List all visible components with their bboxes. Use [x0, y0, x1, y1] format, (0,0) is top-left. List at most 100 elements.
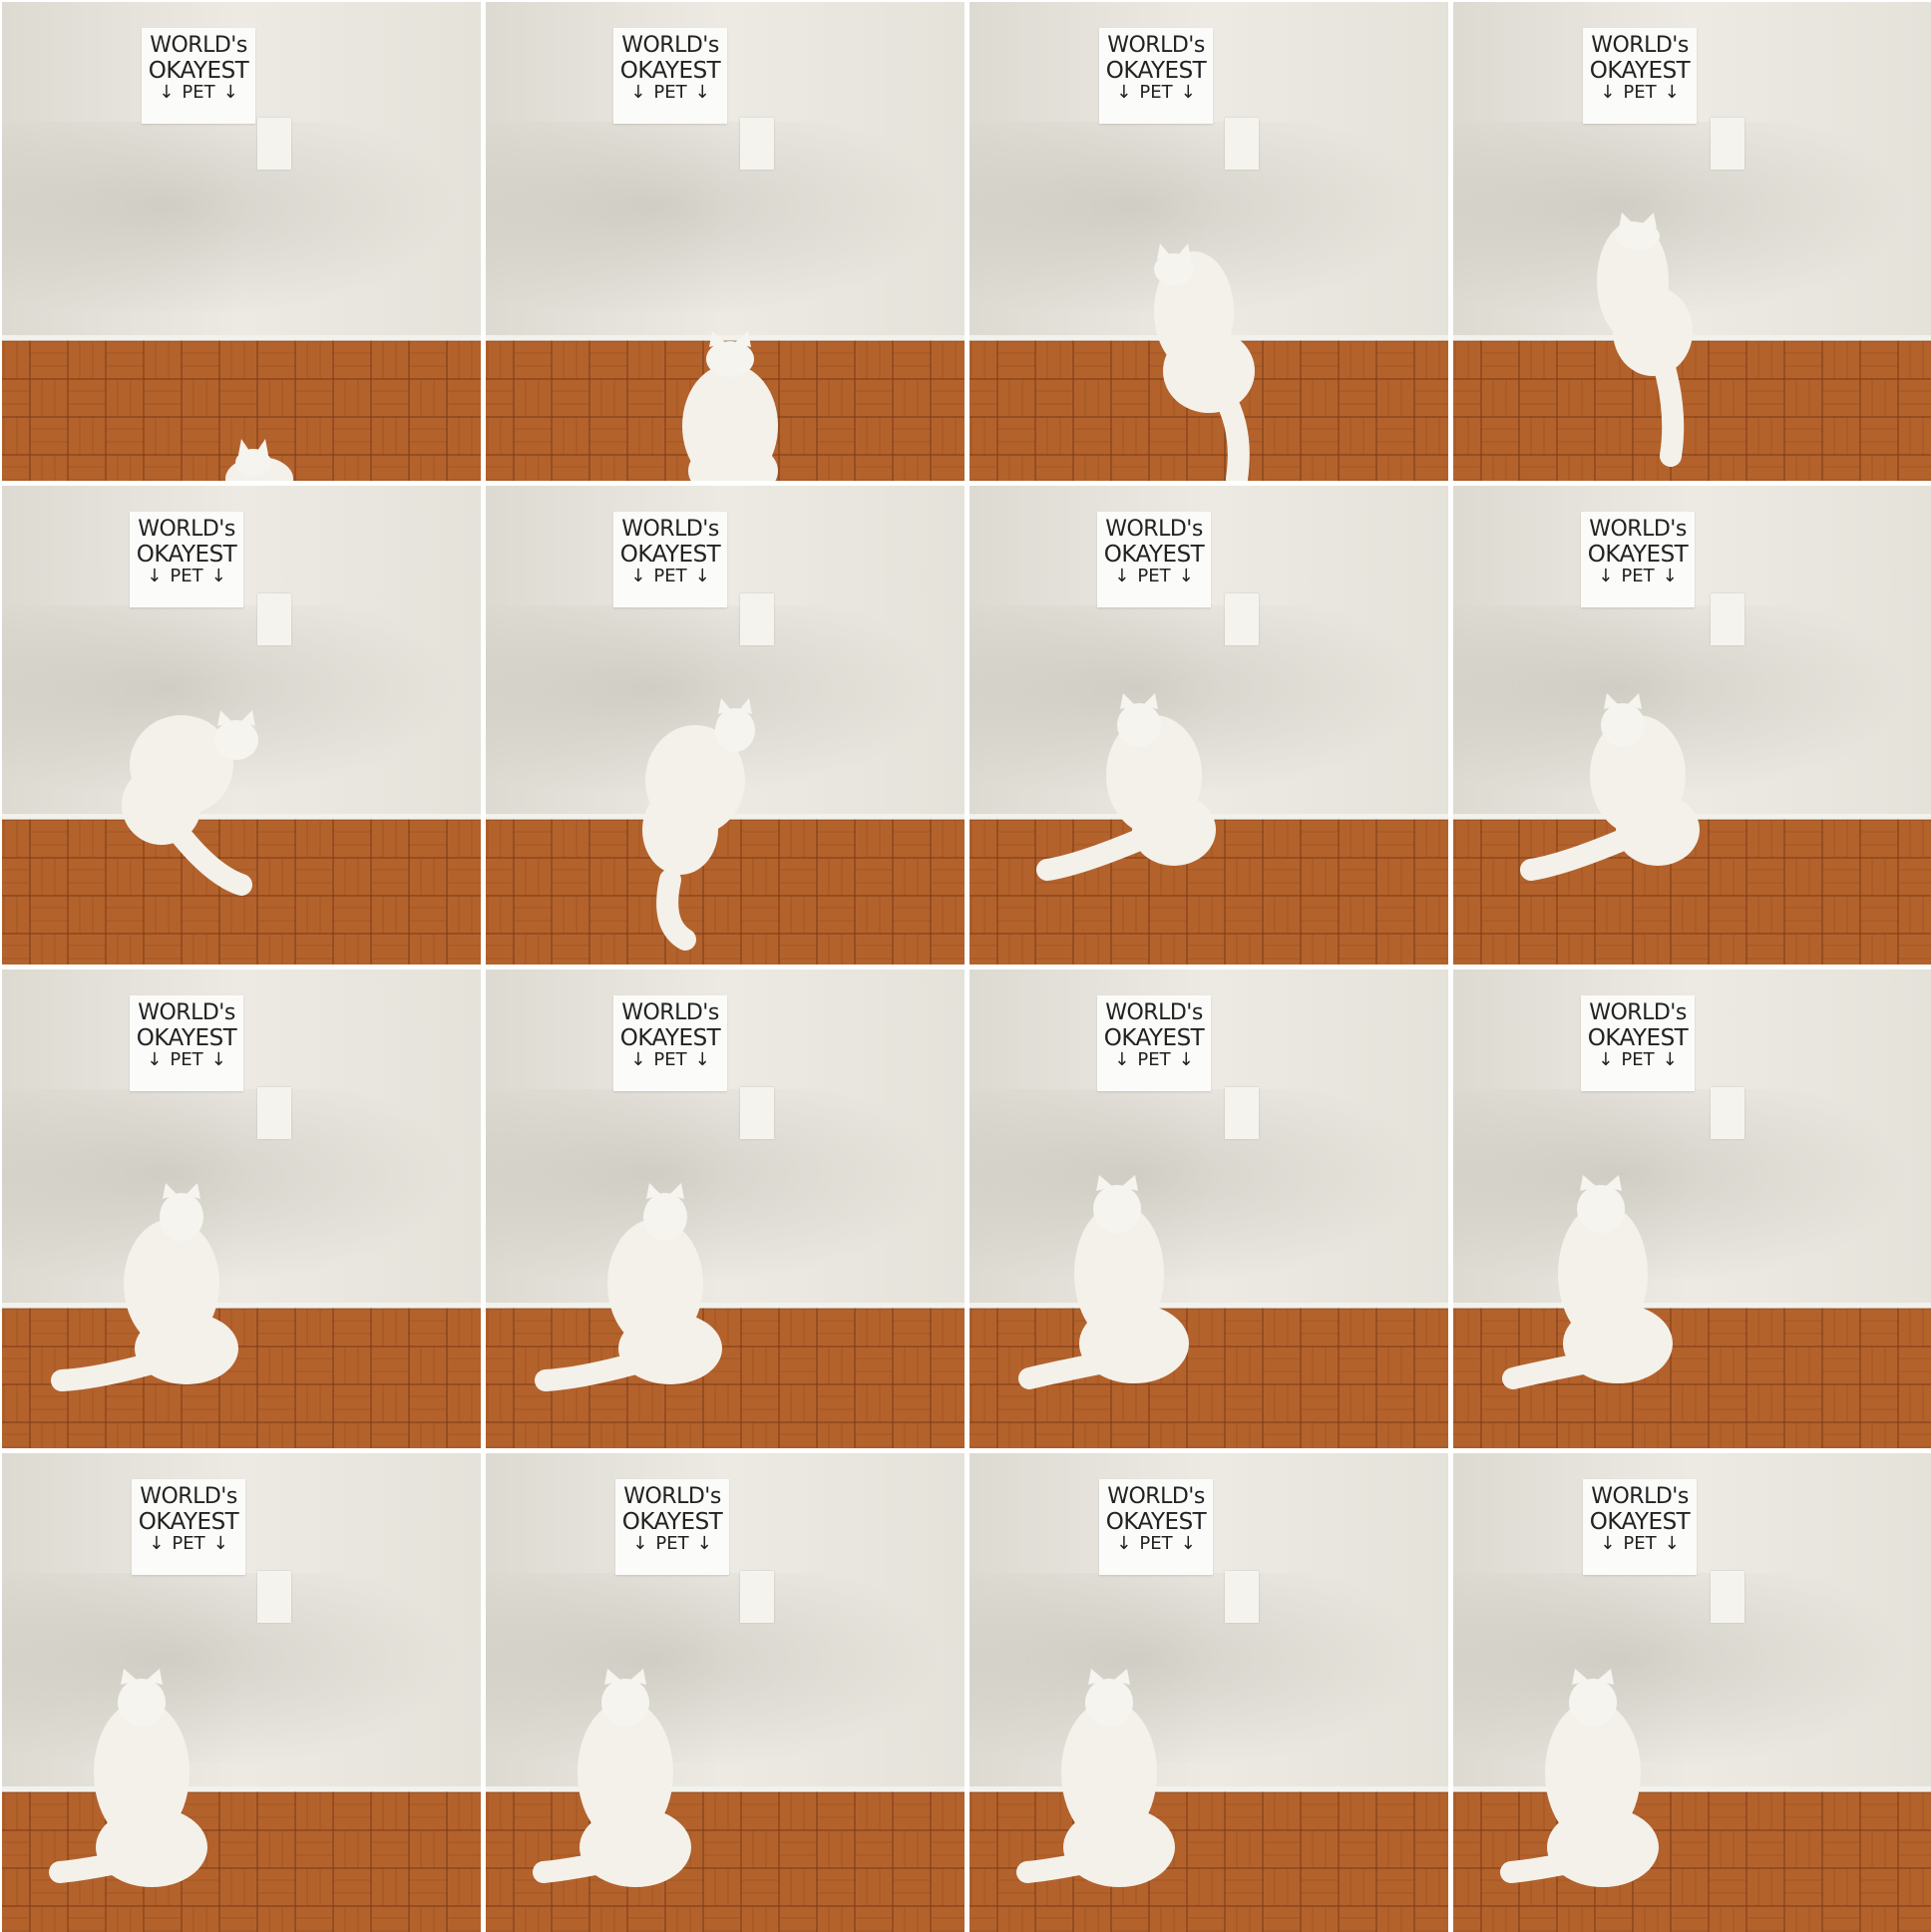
cat-photo-frame: WORLD's OKAYEST ↓ PET ↓ [486, 486, 965, 965]
light-switch-plate [1225, 118, 1259, 170]
sign-line-1: WORLD's [1107, 33, 1205, 58]
down-arrow-icon: ↓ [630, 82, 646, 103]
cat-photo-frame: WORLD's OKAYEST ↓ PET ↓ [2, 486, 481, 965]
down-arrow-icon: ↓ [694, 566, 710, 586]
down-arrow-icon: ↓ [147, 1049, 163, 1070]
cat-photo-frame: WORLD's OKAYEST ↓ PET ↓ [1453, 1453, 1931, 1932]
sign-line-2: OKAYEST [1105, 58, 1207, 84]
sign-line-2: OKAYEST [619, 1025, 721, 1051]
down-arrow-icon: ↓ [1664, 82, 1680, 103]
down-arrow-icon: ↓ [210, 566, 226, 586]
cat-photo-frame: WORLD's OKAYEST ↓ PET ↓ [486, 1453, 965, 1932]
baseboard [2, 814, 481, 820]
sign-line-3: ↓ PET ↓ [132, 1534, 245, 1553]
room-scene [1453, 2, 1931, 481]
white-cat [642, 698, 755, 951]
light-switch-plate [1711, 1087, 1744, 1139]
sign-line-1: WORLD's [1589, 1000, 1687, 1025]
cat-photo-frame: WORLD's OKAYEST ↓ PET ↓ [1453, 2, 1931, 481]
room-scene [969, 969, 1448, 1448]
light-switch-plate [740, 593, 774, 645]
baseboard [486, 335, 965, 341]
okayest-pet-sign: WORLD's OKAYEST ↓ PET ↓ [132, 1479, 245, 1575]
white-cat [533, 1669, 691, 1887]
sign-line-1: WORLD's [621, 517, 719, 542]
sign-line-3: ↓ PET ↓ [1097, 1050, 1211, 1069]
room-scene [1453, 1453, 1931, 1932]
down-arrow-icon: ↓ [1114, 566, 1130, 586]
okayest-pet-sign: WORLD's OKAYEST ↓ PET ↓ [613, 28, 727, 124]
down-arrow-icon: ↓ [147, 566, 163, 586]
sign-line-3: ↓ PET ↓ [613, 83, 727, 102]
sign-line-3: ↓ PET ↓ [613, 567, 727, 585]
baseboard [1453, 1786, 1931, 1792]
baseboard [1453, 1303, 1931, 1309]
sign-line-1: WORLD's [623, 1484, 721, 1509]
white-cat [1500, 1669, 1659, 1887]
sign-line-2: OKAYEST [136, 1025, 237, 1051]
sign-line-1: WORLD's [1591, 1484, 1689, 1509]
sign-line-1: WORLD's [150, 33, 247, 58]
sign-line-2: OKAYEST [1587, 542, 1689, 568]
light-switch-plate [1711, 1571, 1744, 1623]
okayest-pet-sign: WORLD's OKAYEST ↓ PET ↓ [130, 512, 243, 607]
sign-line-3: ↓ PET ↓ [1097, 567, 1211, 585]
down-arrow-icon: ↓ [1662, 566, 1678, 586]
down-arrow-icon: ↓ [1664, 1533, 1680, 1554]
sign-line-2: OKAYEST [1589, 58, 1691, 84]
sign-line-2: OKAYEST [1103, 1025, 1205, 1051]
down-arrow-icon: ↓ [632, 1533, 648, 1554]
room-scene [486, 1453, 965, 1932]
okayest-pet-sign: WORLD's OKAYEST ↓ PET ↓ [1097, 512, 1211, 607]
cat-photo-frame: WORLD's OKAYEST ↓ PET ↓ [2, 969, 481, 1448]
okayest-pet-sign: WORLD's OKAYEST ↓ PET ↓ [1583, 1479, 1697, 1575]
sign-line-3: ↓ PET ↓ [1099, 83, 1213, 102]
sign-line-3: ↓ PET ↓ [1583, 1534, 1697, 1553]
sign-line-1: WORLD's [138, 517, 235, 542]
parquet-floor [486, 820, 965, 965]
okayest-pet-sign: WORLD's OKAYEST ↓ PET ↓ [142, 28, 255, 124]
down-arrow-icon: ↓ [696, 1533, 712, 1554]
cat-photo-frame: WORLD's OKAYEST ↓ PET ↓ [969, 1453, 1448, 1932]
sign-line-1: WORLD's [1105, 517, 1203, 542]
room-scene [1453, 969, 1931, 1448]
down-arrow-icon: ↓ [1114, 1049, 1130, 1070]
sign-line-2: OKAYEST [1105, 1509, 1207, 1535]
down-arrow-icon: ↓ [630, 1049, 646, 1070]
sign-line-3: ↓ PET ↓ [1099, 1534, 1213, 1553]
white-cat [225, 439, 293, 481]
down-arrow-icon: ↓ [1598, 566, 1614, 586]
light-switch-plate [740, 1087, 774, 1139]
sign-line-1: WORLD's [140, 1484, 237, 1509]
sign-line-2: OKAYEST [1103, 542, 1205, 568]
down-arrow-icon: ↓ [149, 1533, 165, 1554]
cat-photo-frame: WORLD's OKAYEST ↓ PET ↓ [1453, 969, 1931, 1448]
light-switch-plate [257, 1087, 291, 1139]
down-arrow-icon: ↓ [694, 1049, 710, 1070]
white-cat [1016, 1669, 1175, 1887]
white-cat [49, 1669, 207, 1887]
down-arrow-icon: ↓ [210, 1049, 226, 1070]
okayest-pet-sign: WORLD's OKAYEST ↓ PET ↓ [613, 512, 727, 607]
white-cat [535, 1183, 722, 1391]
sign-line-1: WORLD's [1589, 517, 1687, 542]
down-arrow-icon: ↓ [1180, 1533, 1196, 1554]
down-arrow-icon: ↓ [1116, 1533, 1132, 1554]
down-arrow-icon: ↓ [222, 82, 238, 103]
cat-photo-frame: WORLD's OKAYEST ↓ PET ↓ [969, 2, 1448, 481]
baseboard [2, 335, 481, 341]
down-arrow-icon: ↓ [630, 566, 646, 586]
sign-line-3: ↓ PET ↓ [613, 1050, 727, 1069]
cat-photo-frame: WORLD's OKAYEST ↓ PET ↓ [969, 486, 1448, 965]
down-arrow-icon: ↓ [1180, 82, 1196, 103]
white-cat [1520, 693, 1700, 881]
baseboard [2, 1303, 481, 1309]
sign-line-3: ↓ PET ↓ [1581, 1050, 1695, 1069]
white-cat [1036, 693, 1216, 881]
baseboard [486, 1303, 965, 1309]
okayest-pet-sign: WORLD's OKAYEST ↓ PET ↓ [615, 1479, 729, 1575]
light-switch-plate [740, 118, 774, 170]
sign-line-2: OKAYEST [1587, 1025, 1689, 1051]
sign-line-3: ↓ PET ↓ [1583, 83, 1697, 102]
sign-line-2: OKAYEST [619, 58, 721, 84]
